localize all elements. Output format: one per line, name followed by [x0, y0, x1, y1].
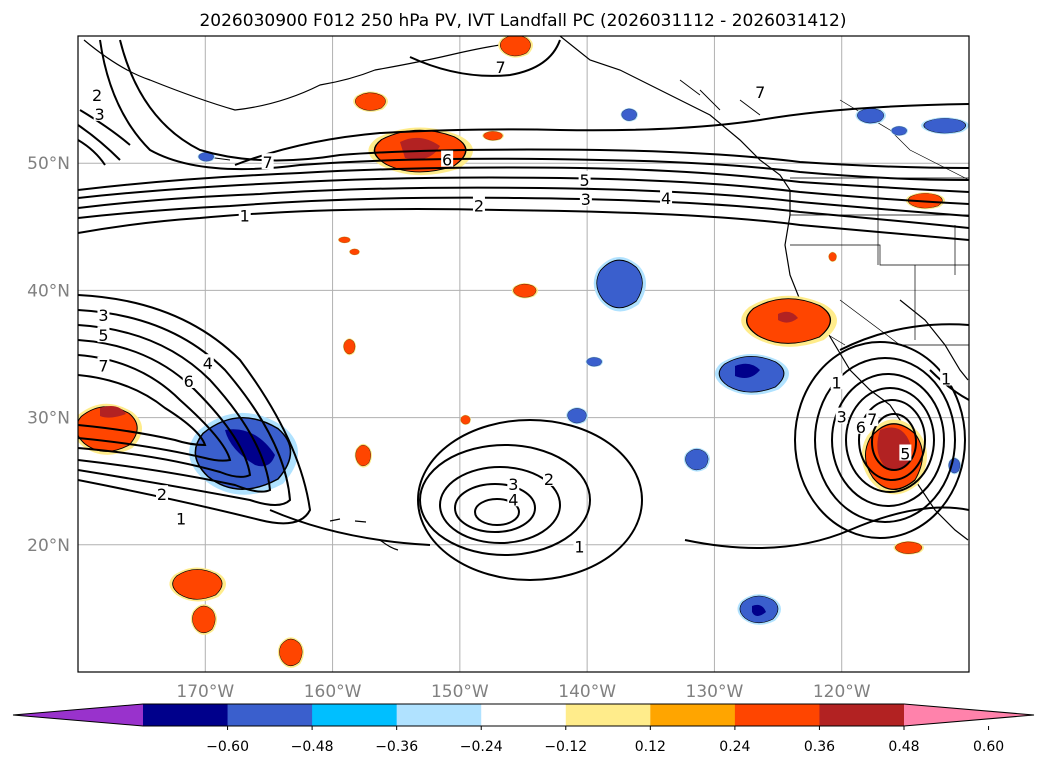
contour-label: 7 — [867, 410, 877, 429]
contour-label: 2 — [544, 470, 554, 489]
contour-label: 1 — [574, 537, 584, 556]
colorbar-tick-label: 0.60 — [973, 739, 1004, 755]
contour-label-bg — [91, 85, 104, 102]
lon-tick-label: 150°W — [431, 682, 489, 702]
map-border — [77, 35, 970, 673]
colorbar-segment — [143, 704, 229, 726]
contour-label-bg — [578, 171, 591, 188]
colorbar: −0.60 −0.48 −0.36 −0.24 −0.12 0.12 0.24 0.36 0.4… — [12, 703, 1035, 755]
contour-label: 6 — [442, 151, 452, 170]
colorbar-outline — [12, 703, 1035, 727]
contour-label-bg — [97, 326, 110, 343]
colorbar-segment — [565, 704, 651, 726]
contour-lines — [78, 39, 969, 581]
map-title: 2026030900 F012 250 hPa PV, IVT Landfall… — [199, 11, 846, 31]
lat-tick-label: 50°N — [27, 154, 70, 174]
colorbar-tick-label: −0.60 — [206, 739, 249, 755]
contour-label-bg — [899, 444, 912, 461]
contour-label-bg — [830, 373, 843, 390]
colorbar-tick-label: 0.24 — [719, 739, 750, 755]
contour-label-bg — [201, 354, 214, 371]
contour-label: 3 — [837, 408, 847, 427]
lon-tick-label: 170°W — [176, 682, 234, 702]
contour-label: 5 — [98, 326, 108, 345]
contour-label-bg — [156, 485, 169, 502]
contour-label: 7 — [263, 153, 273, 172]
contour-label: 3 — [95, 105, 105, 124]
contour-label: 5 — [900, 444, 910, 463]
contour-label-bg — [866, 410, 879, 427]
colorbar-extend-low — [13, 704, 143, 726]
colorbar-segment — [312, 704, 398, 726]
colorbar-extend-high — [904, 704, 1034, 726]
colorbar-segment — [650, 704, 736, 726]
contour-label: 1 — [176, 509, 186, 528]
contour-label-bg — [573, 537, 586, 554]
contour-label-bg — [238, 206, 251, 223]
contour-label: 2 — [157, 485, 167, 504]
contour-label: 2 — [92, 86, 102, 105]
contour-label: 7 — [755, 83, 765, 102]
contour-label-bg — [93, 104, 106, 121]
contour-label-bg — [835, 407, 848, 424]
contour-label-bg — [660, 188, 673, 205]
contour-label-bg — [494, 57, 507, 74]
contour-label-bg — [472, 196, 485, 213]
contour-label: 4 — [508, 490, 518, 509]
colorbar-tick-label: 0.36 — [804, 739, 835, 755]
contour-label-bg — [854, 417, 867, 434]
colorbar-tick-label: 0.48 — [888, 739, 919, 755]
contour-label-bg — [441, 150, 454, 167]
contour-label: 7 — [495, 58, 505, 77]
lat-tick-label: 30°N — [27, 409, 70, 429]
contour-label: 2 — [474, 196, 484, 215]
colorbar-tick-label: −0.12 — [544, 739, 587, 755]
colorbar-tick-label: −0.24 — [460, 739, 503, 755]
lat-tick-label: 20°N — [27, 536, 70, 556]
contour-label-bg — [97, 305, 110, 322]
contour-label-bg — [579, 190, 592, 207]
colorbar-tick-label: 0.12 — [635, 739, 666, 755]
contour-label: 6 — [184, 372, 194, 391]
colorbar-segment — [481, 704, 567, 726]
contour-label: 3 — [508, 475, 518, 494]
colorbar-tick-label: −0.36 — [375, 739, 418, 755]
contour-label: 1 — [832, 373, 842, 392]
axis-tick-labels: 170°W 160°W 150°W 140°W 130°W 120°W 20°N 30°N 40… — [27, 154, 871, 702]
colorbar-segment — [819, 704, 905, 726]
contour-label-bg — [542, 469, 555, 486]
contour-label-bg — [261, 153, 274, 170]
contour-label: 5 — [580, 171, 590, 190]
contour-label: 1 — [240, 207, 250, 226]
colorbar-tick-label: −0.48 — [291, 739, 334, 755]
colorbar-segment — [734, 704, 820, 726]
contour-label: 3 — [581, 190, 591, 209]
contour-label-bg — [940, 369, 953, 386]
contour-label-bg — [507, 490, 520, 507]
lon-tick-label: 120°W — [813, 682, 871, 702]
lat-tick-label: 40°N — [27, 281, 70, 301]
lon-tick-label: 160°W — [304, 682, 362, 702]
contour-label-bg — [97, 356, 110, 373]
contour-label: 1 — [941, 369, 951, 388]
colorbar-segment — [227, 704, 313, 726]
lon-tick-label: 130°W — [686, 682, 744, 702]
contour-label-bg — [754, 83, 767, 100]
contour-label-bg — [175, 509, 188, 526]
contour-label: 6 — [856, 418, 866, 437]
contour-label: 4 — [661, 189, 671, 208]
contour-label: 4 — [203, 354, 213, 373]
contour-label-bg — [182, 371, 195, 388]
colorbar-segment — [396, 704, 482, 726]
contour-label: 7 — [98, 357, 108, 376]
lon-tick-label: 140°W — [558, 682, 616, 702]
contour-label-bg — [507, 475, 520, 492]
contour-label: 3 — [98, 306, 108, 325]
